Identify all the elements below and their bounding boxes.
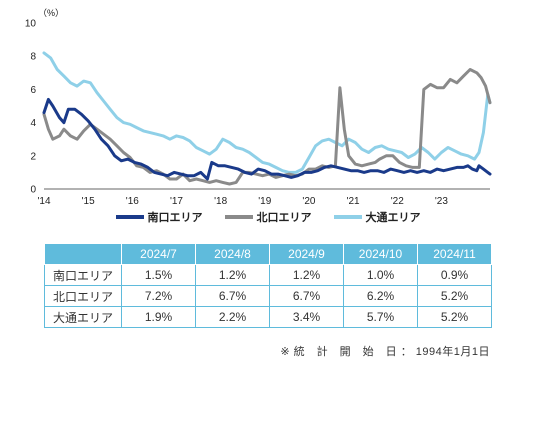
table-header-month: 2024/11 [417,243,492,265]
table-header-month: 2024/10 [343,243,418,265]
x-tick-label: '23 [435,196,448,205]
table-cell: 7.2% [121,285,196,307]
chart-legend: 南口エリア 北口エリア 大通エリア [0,209,536,225]
legend-label-south: 南口エリア [147,212,203,224]
legend-item-north: 北口エリア [224,209,312,225]
legend-item-odori: 大通エリア [333,209,421,225]
table-cell: 5.2% [417,285,492,307]
table-header-row: 2024/7 2024/8 2024/9 2024/10 2024/11 [44,243,492,265]
vacancy-rate-table: 2024/7 2024/8 2024/9 2024/10 2024/11 南口エ… [44,243,492,328]
table-cell: 2.2% [195,306,270,328]
x-tick-label: '17 [170,196,183,205]
table-cell: 1.0% [343,264,418,286]
x-tick-label: '19 [258,196,271,205]
table-cell: 1.2% [195,264,270,286]
table-header-corner [44,243,122,265]
row-label: 大通エリア [44,306,122,328]
table-cell: 6.7% [269,285,344,307]
statistics-start-note: ※ 統 計 開 始 日 ： 1994年1月1日 [280,346,490,358]
table-cell: 6.7% [195,285,270,307]
table-cell: 3.4% [269,306,344,328]
y-tick-label: 10 [25,19,37,30]
legend-item-south: 南口エリア [115,209,203,225]
table-header-month: 2024/8 [195,243,270,265]
row-label: 南口エリア [44,264,122,286]
x-tick-label: '14 [37,196,50,205]
legend-swatch-odori [333,215,362,219]
y-tick-label: 4 [30,118,36,129]
row-label: 北口エリア [44,285,122,307]
x-tick-label: '15 [82,196,95,205]
x-tick-label: '20 [302,196,315,205]
legend-swatch-north [224,215,253,219]
x-tick-label: '22 [391,196,404,205]
table-row: 南口エリア 1.5% 1.2% 1.2% 1.0% 0.9% [44,264,492,286]
y-tick-label: 2 [30,151,36,162]
y-tick-label: 0 [30,185,36,196]
x-tick-label: '18 [214,196,227,205]
table-header-month: 2024/9 [269,243,344,265]
y-tick-label: 6 [30,85,36,96]
y-axis-unit-label: （%） [38,8,64,18]
legend-label-odori: 大通エリア [365,212,421,224]
legend-label-north: 北口エリア [256,212,312,224]
table-cell: 6.2% [343,285,418,307]
table-header-month: 2024/7 [121,243,196,265]
legend-swatch-south [115,215,144,219]
table-row: 大通エリア 1.9% 2.2% 3.4% 5.7% 5.2% [44,306,492,328]
table-cell: 1.9% [121,306,196,328]
y-tick-label: 8 [30,52,36,63]
table-cell: 1.2% [269,264,344,286]
table-row: 北口エリア 7.2% 6.7% 6.7% 6.2% 5.2% [44,285,492,307]
x-tick-label: '16 [126,196,139,205]
x-tick-label: '21 [347,196,360,205]
table-cell: 5.2% [417,306,492,328]
table-cell: 5.7% [343,306,418,328]
vacancy-rate-chart: （%） 0 2 4 6 8 10 '14 '15 '16 '17 '18 '19 '20 '21 '22 '… [25,8,492,205]
table-cell: 0.9% [417,264,492,286]
series-line-north [42,68,492,186]
series-line-south [42,97,492,181]
table-cell: 1.5% [121,264,196,286]
series-line-odori [42,51,492,174]
